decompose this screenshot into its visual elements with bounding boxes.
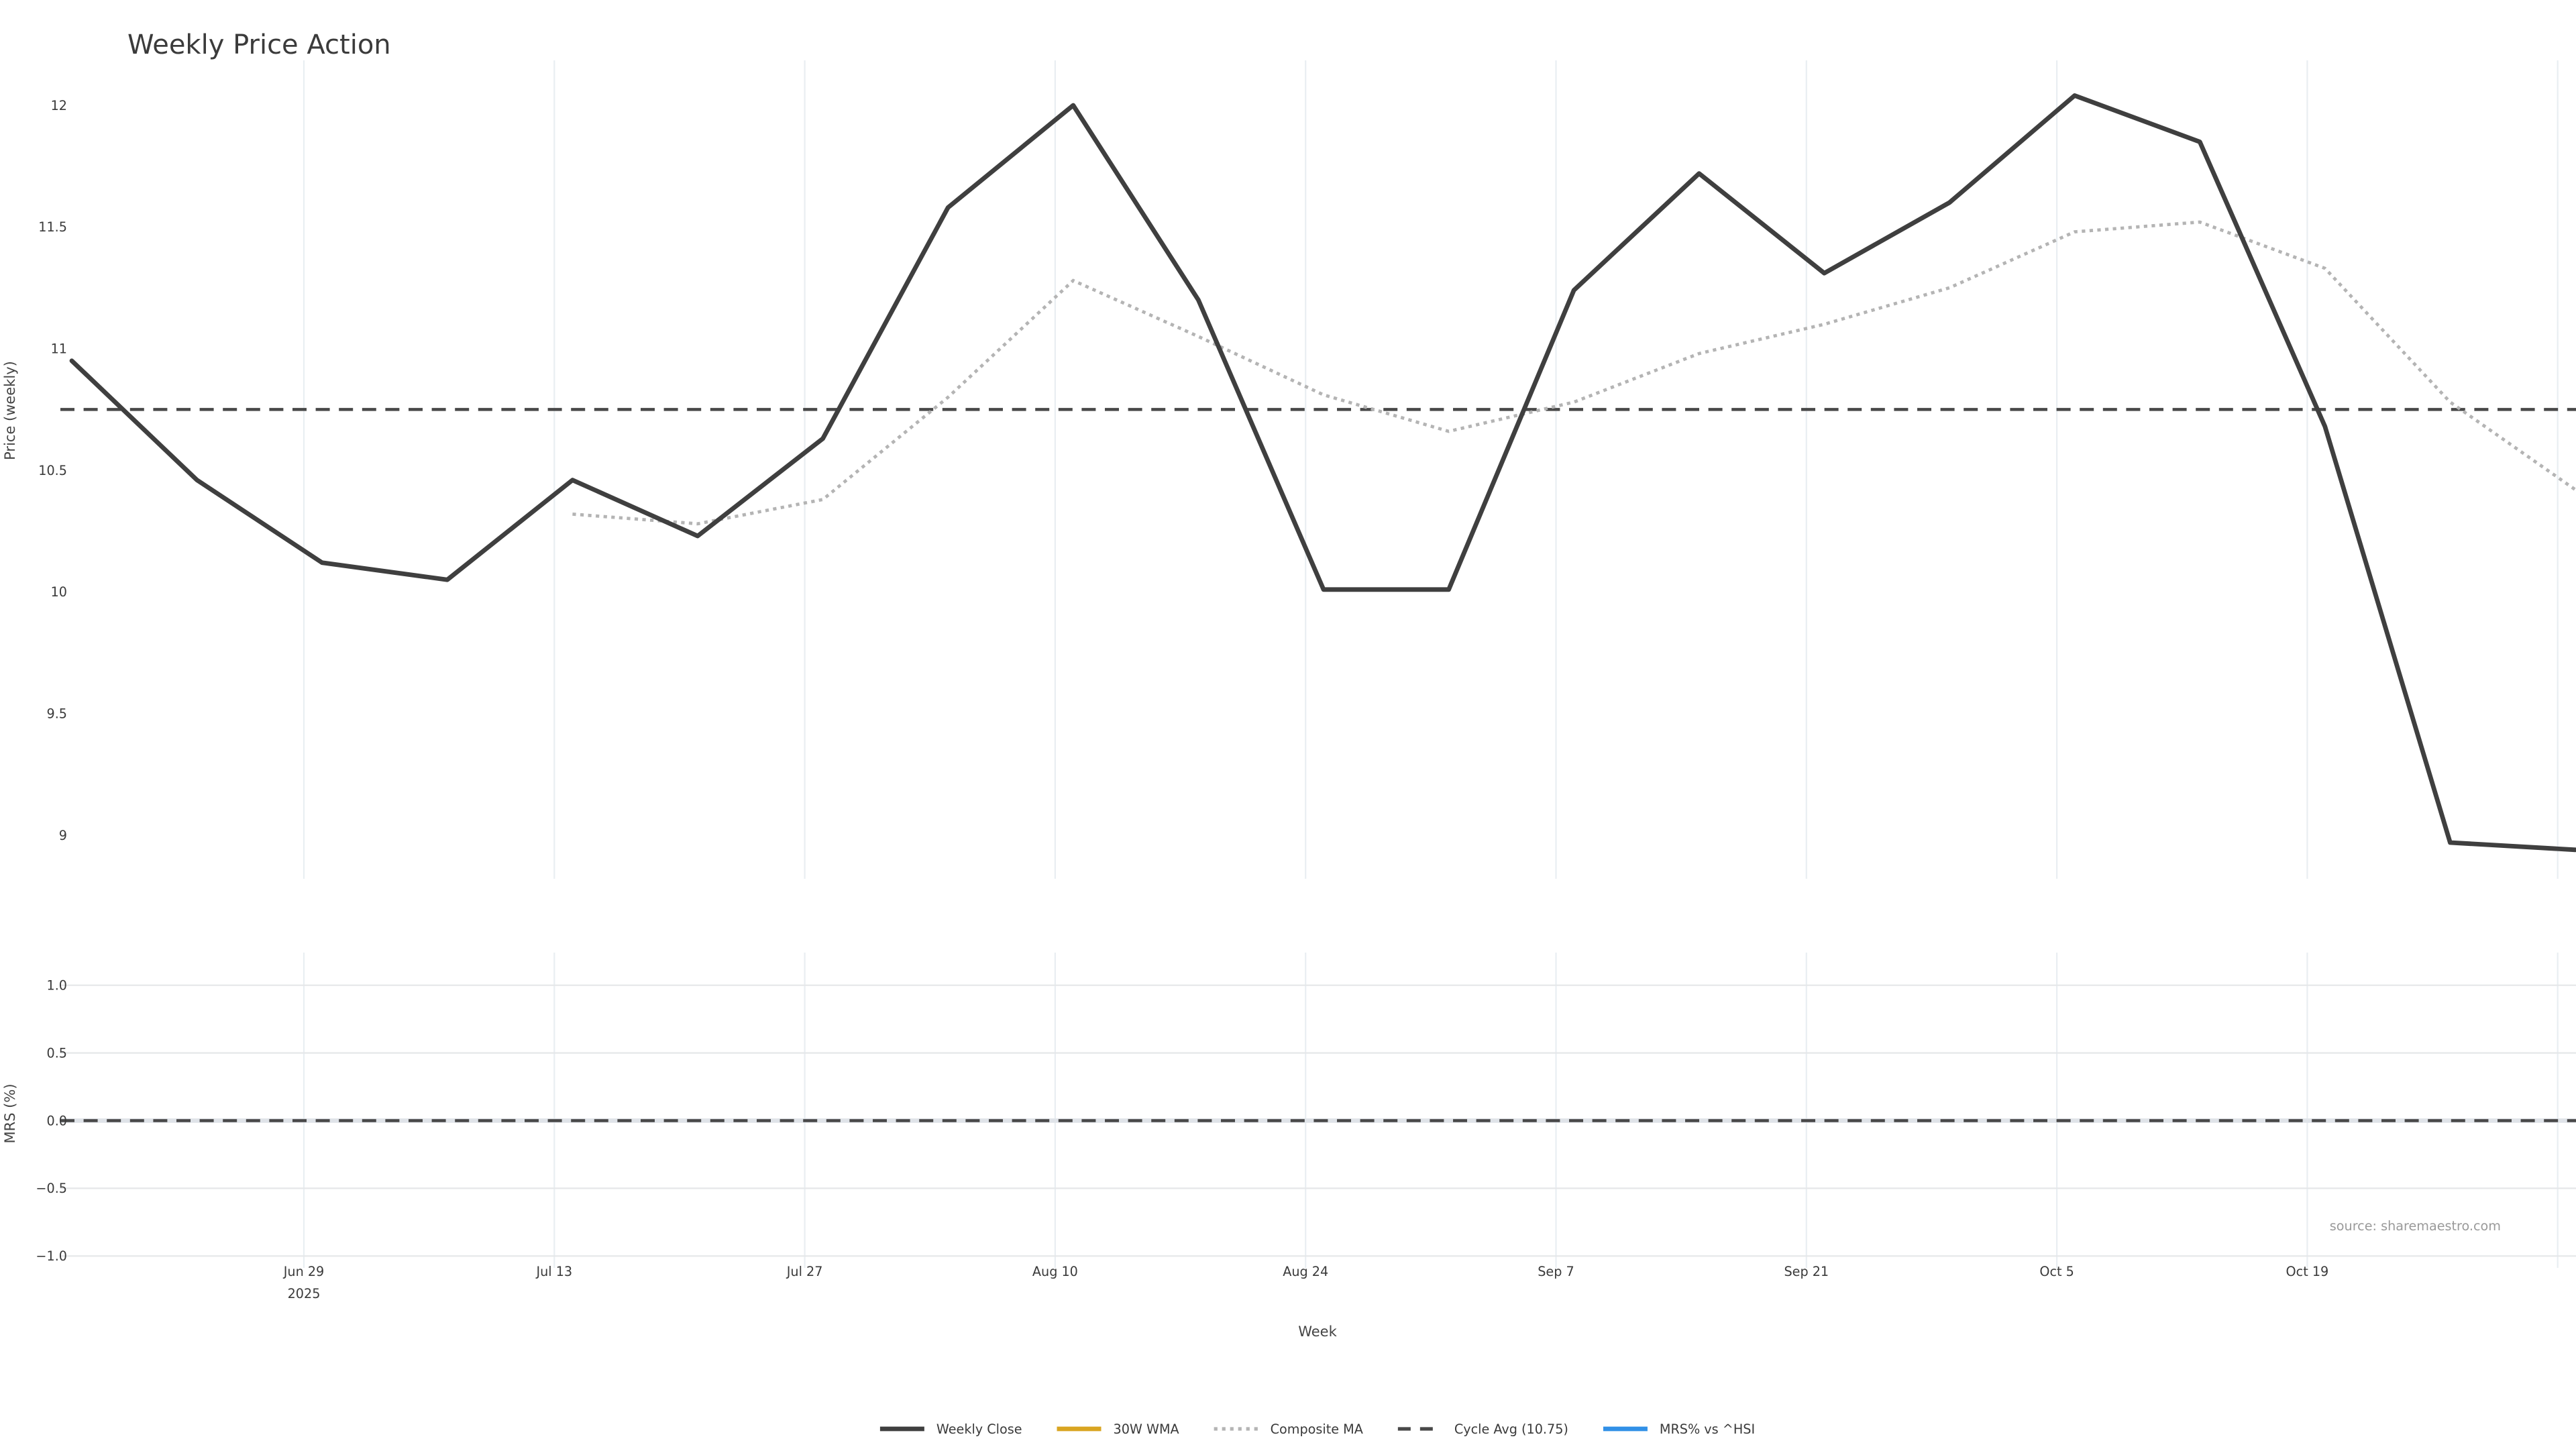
legend-label: Weekly Close [936, 1421, 1022, 1437]
x-axis-title: Week [1298, 1324, 1337, 1340]
price-tick-label: 11 [51, 341, 67, 357]
price-axis-title: Price (weekly) [2, 361, 18, 460]
composite-ma-line [572, 220, 2576, 526]
chart-title: Weekly Price Action [127, 30, 391, 60]
legend-label: 30W WMA [1114, 1421, 1179, 1437]
x-tick-label: Jun 29 2025 [283, 1264, 325, 1301]
legend-item-cycle-avg-10-75[interactable]: Cycle Avg (10.75) [1397, 1421, 1568, 1437]
price-tick-label: 11.5 [38, 219, 67, 235]
legend: Weekly Close 30W WMA Composite MA Cycle Avg… [879, 1421, 1755, 1437]
x-tick-label: Jul 13 [535, 1264, 572, 1279]
legend-label: Composite MA [1271, 1421, 1363, 1437]
x-tick-label: Sep 21 [1784, 1264, 1829, 1279]
price-tick-label: 9 [59, 828, 67, 843]
price-tick-label: 12 [51, 98, 67, 113]
price-tick-label: 9.5 [46, 706, 67, 722]
legend-label: Cycle Avg (10.75) [1454, 1421, 1568, 1437]
mrs-tick-label: −0.5 [36, 1181, 67, 1196]
mrs-tick-label: 0.5 [46, 1045, 67, 1061]
price-tick-label: 10 [51, 584, 67, 600]
gridlines [60, 60, 2576, 1268]
x-tick-label: Jul 27 [786, 1264, 823, 1279]
x-tick-label: Oct 5 [2039, 1264, 2074, 1279]
weekly-close-line [69, 93, 2576, 853]
x-tick-label: Aug 24 [1283, 1264, 1328, 1279]
source-note: source: sharemaestro.com [2330, 1218, 2501, 1234]
mrs-tick-label: 0.0 [46, 1113, 67, 1128]
x-tick-label: Oct 19 [2286, 1264, 2329, 1279]
legend-item-composite-ma[interactable]: Composite MA [1214, 1421, 1363, 1437]
legend-item-30w-wma[interactable]: 30W WMA [1057, 1421, 1179, 1437]
legend-label: MRS% vs ^HSI [1660, 1421, 1755, 1437]
mrs-tick-label: 1.0 [46, 978, 67, 994]
x-tick-label: Aug 10 [1032, 1264, 1078, 1279]
mrs-axis-title: MRS (%) [2, 1083, 18, 1143]
price-tick-label: 10.5 [38, 463, 67, 478]
series-lines [60, 93, 2576, 1123]
mrs-tick-label: −1.0 [36, 1248, 67, 1264]
legend-item-weekly-close[interactable]: Weekly Close [879, 1421, 1022, 1437]
legend-item-mrs-vs-hsi[interactable]: MRS% vs ^HSI [1603, 1421, 1755, 1437]
x-tick-label: Sep 7 [1538, 1264, 1574, 1279]
